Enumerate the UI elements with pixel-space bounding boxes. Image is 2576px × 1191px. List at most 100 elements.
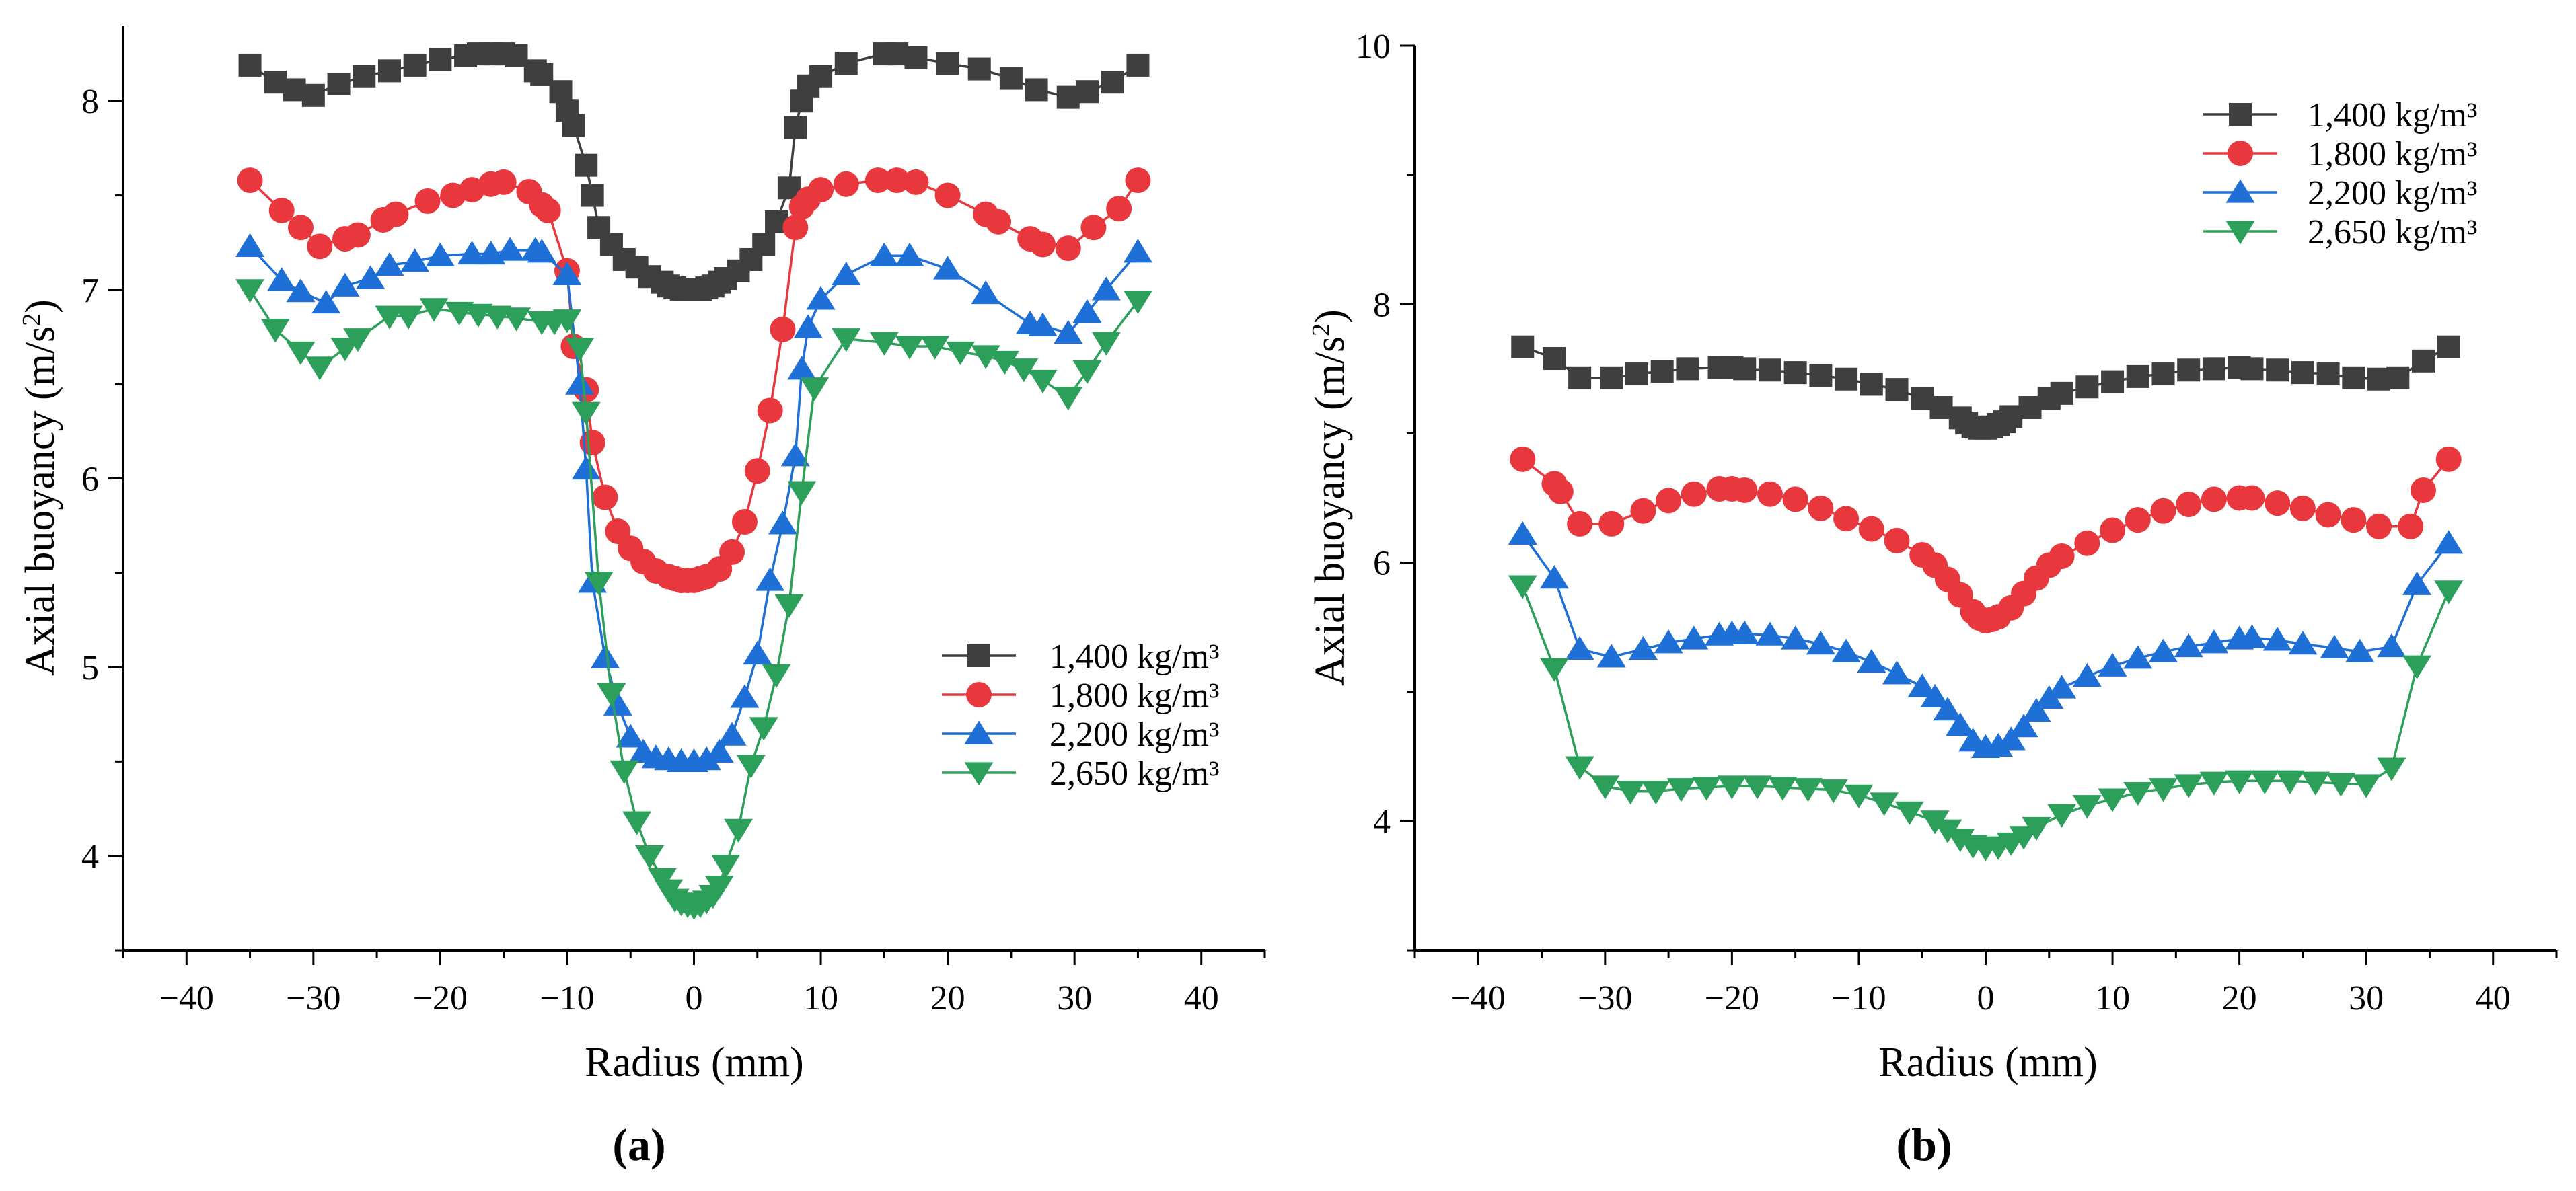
panel-b-legend-label: 2,200 kg/m³ [2308, 174, 2477, 213]
panel-a-x-label: Radius (mm) [585, 1040, 803, 1085]
panel-b-series-4-point [2301, 771, 2330, 796]
panel-b-series-3-point [1730, 620, 1759, 644]
panel-a-series-3-point [756, 567, 785, 591]
panel-a-series-3-point [527, 239, 556, 263]
panel-a-series-2-point [237, 167, 263, 194]
panel-a-series-4-point [711, 855, 741, 879]
panel-b-label: (b) [1896, 1119, 1952, 1170]
panel-b-series-4-point [2199, 771, 2229, 796]
panel-a-series-1-point [403, 53, 427, 77]
panel-b-series-3-point [1946, 712, 1975, 736]
panel-a-series-1-point [936, 52, 959, 75]
panel-b-series-1-point [2437, 335, 2460, 358]
panel-a-series-2-point [1106, 196, 1132, 222]
panel-b-series-4-point [2098, 788, 2127, 812]
panel-a-series-3-point [1028, 312, 1058, 336]
panel-a-series-4-point [990, 350, 1019, 375]
panel-b-series-4-point [2174, 774, 2203, 798]
panel-a-series-1-point [752, 233, 776, 256]
panel-b-series-1-point [2342, 366, 2365, 389]
panel-b-series-2-point [2315, 502, 2341, 528]
panel-a-series-4-point [1054, 387, 1083, 411]
panel-a-series-2-point [808, 177, 834, 203]
panel-b-series-3-point [1679, 625, 1709, 650]
panel-a-series-1-point [904, 46, 928, 69]
panel-a-series-1-point [581, 184, 604, 207]
panel-b-series-3-point [2288, 631, 2318, 655]
panel-b-series-4-point [1565, 756, 1594, 780]
panel-b-x-ticks: −40 −30 −20 −10 0 10 20 30 40 [1413, 950, 2558, 1017]
panel-a-series-4-point [895, 336, 924, 360]
panel-a-series-2-point [770, 316, 796, 342]
panel-a-series-1-point [377, 59, 401, 83]
panel-a-series-2-point [1125, 167, 1151, 194]
panel-b-y-tick-label: 10 [1356, 28, 1391, 66]
panel-a-series-3-point [704, 738, 734, 763]
panel-a-series-3-point [330, 272, 360, 297]
panel-b-series-1-point [2412, 349, 2435, 373]
panel-b-series-3-point [1857, 648, 1886, 673]
panel-a-series-2-point [986, 208, 1012, 235]
panel-b-legend-item-3: 2,200 kg/m³ [2203, 174, 2477, 213]
panel-b-y-ticks: 4 6 8 10 [1356, 28, 1415, 952]
panel-b-series-4-point [2072, 795, 2102, 819]
panel-b-series-3-point [1781, 625, 1810, 650]
panel-b-series-2 [1510, 446, 2462, 634]
panel-a-series-2-point [744, 458, 770, 484]
panel-b-series-1-point [1758, 358, 1781, 382]
panel-a-series-3-point [971, 280, 1000, 305]
panel-b-series-2-point [2201, 486, 2227, 512]
panel-b-legend-item-2: 1,800 kg/m³ [2203, 135, 2477, 174]
panel-b-series-3-point [1565, 636, 1594, 660]
panel-b-series-4 [1508, 575, 2464, 861]
panel-a-series-4-point [1072, 360, 1102, 385]
panel-b-x-tick-label: −30 [1578, 979, 1632, 1017]
panel-a-series-3-point [768, 510, 797, 535]
panel-b-y-tick-label: 4 [1373, 803, 1391, 841]
panel-b-series-3-point [2047, 675, 2077, 699]
panel-b-series-2-point [1510, 446, 1536, 472]
panel-b-series-3-point [1933, 697, 1962, 721]
panel-a-series-4-point [635, 845, 665, 870]
panel-b-series-1-point [2075, 375, 2099, 399]
panel-a-series-3-point [933, 256, 963, 280]
panel-a-series-3-point [565, 371, 595, 395]
panel-b-series-2-point [2341, 507, 2367, 533]
panel-b-series-1-point [1676, 357, 1699, 381]
panel-a-series-3-point [235, 233, 265, 257]
panel-b-series-3-point [2009, 714, 2038, 738]
panel-a-series-3-point [780, 443, 810, 467]
panel-b-series-4-point [2326, 773, 2355, 797]
panel-a-series-1-point [1025, 78, 1048, 102]
panel-a-y-label-end: ) [17, 299, 63, 313]
panel-a-series-1-point [327, 72, 351, 95]
panel-b-series-3-point [1907, 673, 1937, 697]
panel-a-series-3-point [717, 722, 747, 746]
panel-b-series-1-point [1511, 335, 1535, 358]
panel-a-series-1-point [834, 52, 858, 75]
panel-b-series-4-point [2009, 826, 2038, 850]
panel-b-legend-label: 1,400 kg/m³ [2308, 96, 2477, 135]
panel-a-series-4-point [622, 811, 652, 835]
panel-b-series-4-point [1616, 781, 1646, 805]
panel-b-series-3-point [2022, 697, 2051, 722]
panel-a-y-tick-label: 8 [81, 83, 99, 121]
panel-b-series-3-point [2174, 633, 2203, 658]
panel-b-series-4-point [1590, 775, 1620, 800]
panel-a-series-2-point [757, 397, 783, 424]
panel-a-series-2-point [307, 233, 333, 260]
panel-b-series-4-point [2047, 804, 2077, 828]
panel-a-series-3-point [286, 278, 316, 303]
panel-a-x-tick-label: 30 [1057, 979, 1092, 1017]
panel-b-series-4-point [2275, 770, 2305, 794]
panel-a-series-3-point [743, 640, 772, 665]
panel-b-series-3-point [1806, 631, 1835, 655]
panel-a-series-4-point [945, 341, 975, 366]
panel-a-series-4-point [1028, 369, 1058, 394]
panel-a-series-1-point [1076, 80, 1099, 104]
panel-b-series-1-point [2151, 362, 2175, 386]
panel-b-series-1-point [1783, 361, 1807, 385]
panel-b-x-label: Radius (mm) [1878, 1040, 2097, 1085]
